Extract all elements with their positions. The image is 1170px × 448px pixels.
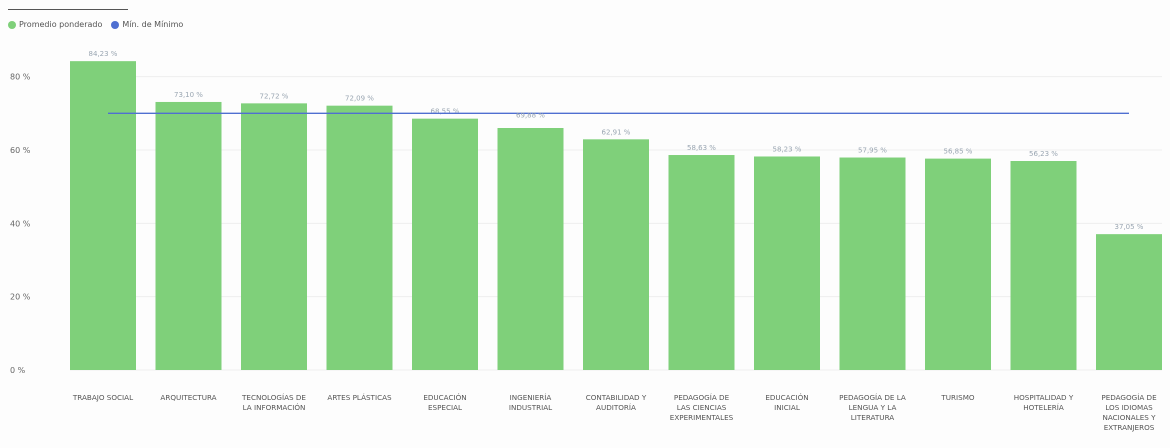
bar <box>497 128 564 370</box>
bar <box>839 157 906 370</box>
y-tick-label: 20 % <box>10 293 31 302</box>
bar <box>925 158 991 370</box>
legend-label-minimo: Mín. de Mínimo <box>122 20 184 29</box>
bar <box>583 139 649 370</box>
x-tick-label: ARQUITECTURA <box>160 393 216 402</box>
bar <box>754 156 820 370</box>
data-label: 58,23 % <box>773 145 802 153</box>
legend-label-promedio: Promedio ponderado <box>19 20 103 29</box>
x-tick-label: TECNOLOGÍAS DE LA INFORMACIÓN <box>241 393 306 412</box>
x-tick-label: CONTABILIDAD Y AUDITORÍA <box>586 393 647 412</box>
y-tick-label: 40 % <box>10 219 31 228</box>
data-label: 57,95 % <box>858 147 887 155</box>
legend: Promedio ponderado Mín. de Mínimo <box>8 20 188 29</box>
legend-dot-minimo <box>111 20 120 29</box>
header-rule <box>8 9 128 10</box>
line-data-label: 69,88 % <box>516 111 545 119</box>
data-label: 58,63 % <box>687 144 716 152</box>
bar <box>1096 234 1162 370</box>
y-tick-label: 60 % <box>10 146 31 155</box>
x-tick-label: ARTES PLÁSTICAS <box>327 393 392 402</box>
bar <box>1010 161 1077 370</box>
bar <box>668 155 735 370</box>
data-label: 73,10 % <box>174 91 203 99</box>
y-tick-label: 80 % <box>10 73 31 82</box>
x-tick-label: PEDAGOGÍA DE LAS CIENCIAS EXPERIMENTALES <box>670 393 734 422</box>
data-label: 62,91 % <box>602 128 631 136</box>
data-label: 56,23 % <box>1029 150 1058 158</box>
bar <box>326 105 393 371</box>
data-label: 56,85 % <box>944 148 973 156</box>
data-label: 84,23 % <box>89 50 118 58</box>
legend-dot-promedio <box>8 20 16 29</box>
data-label: 72,09 % <box>345 95 374 103</box>
legend-item-promedio[interactable]: Promedio ponderado <box>8 20 102 29</box>
bar <box>70 61 136 370</box>
y-tick-label: 0 % <box>10 366 26 375</box>
x-tick-label: PEDAGOGÍA DE LOS IDIOMAS NACIONALES Y EXTRA… <box>1101 393 1157 432</box>
bar <box>412 118 478 371</box>
data-label: 37,05 % <box>1115 223 1144 231</box>
x-tick-label: PEDAGOGÍA DE LA LENGUA Y LA LITERATURA <box>839 393 906 422</box>
data-label: 72,72 % <box>260 92 289 100</box>
bar <box>155 101 222 370</box>
x-tick-label: TURISMO <box>940 393 975 402</box>
data-label: 68,55 % <box>431 108 460 116</box>
x-tick-label: EDUCACIÓN INICIAL <box>765 393 808 412</box>
x-tick-label: HOSPITALIDAD Y HOTELERÍA <box>1014 393 1074 412</box>
x-tick-label: EDUCACIÓN ESPECIAL <box>423 393 466 412</box>
x-tick-label: TRABAJO SOCIAL <box>72 393 133 402</box>
legend-item-minimo[interactable]: Mín. de Mínimo <box>111 20 183 29</box>
x-tick-label: INGENIERÍA INDUSTRIAL <box>509 393 552 412</box>
bar <box>241 103 307 371</box>
